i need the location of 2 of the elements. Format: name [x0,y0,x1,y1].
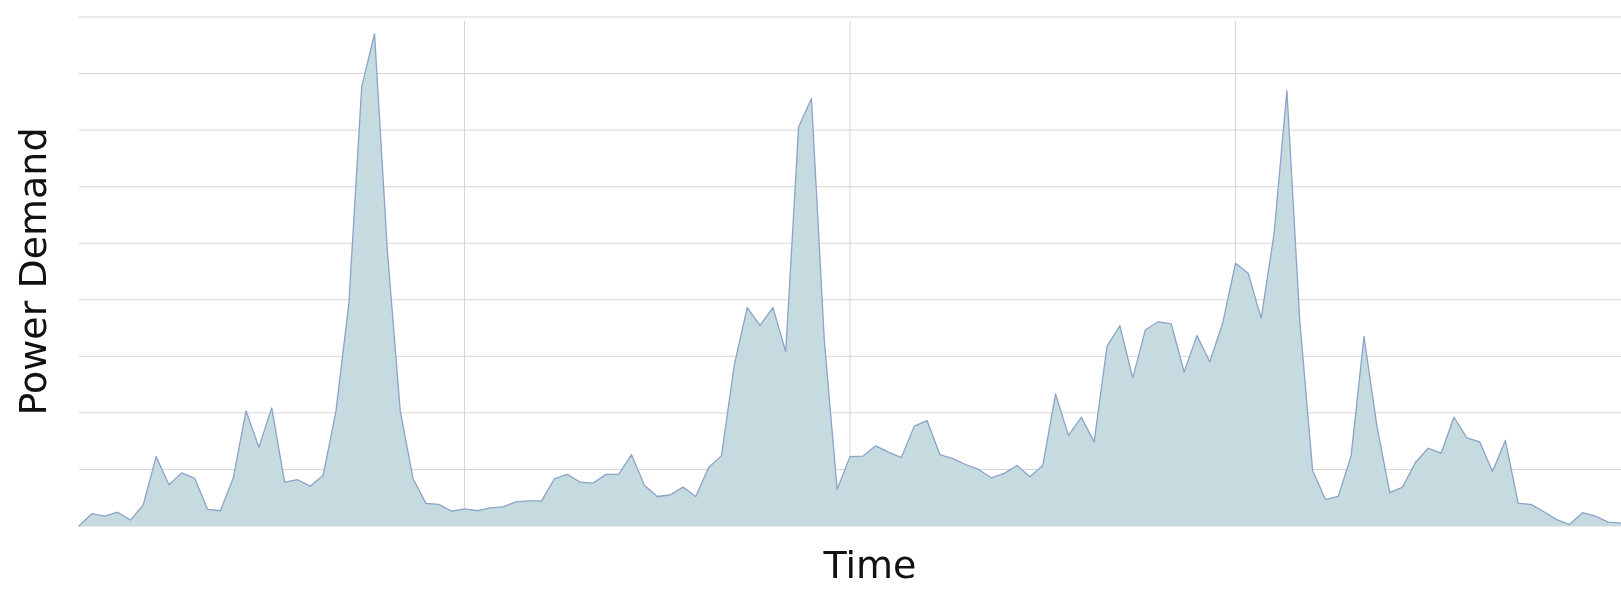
y-axis-title: Power Demand [11,127,55,416]
x-axis-title: Time [822,543,917,587]
